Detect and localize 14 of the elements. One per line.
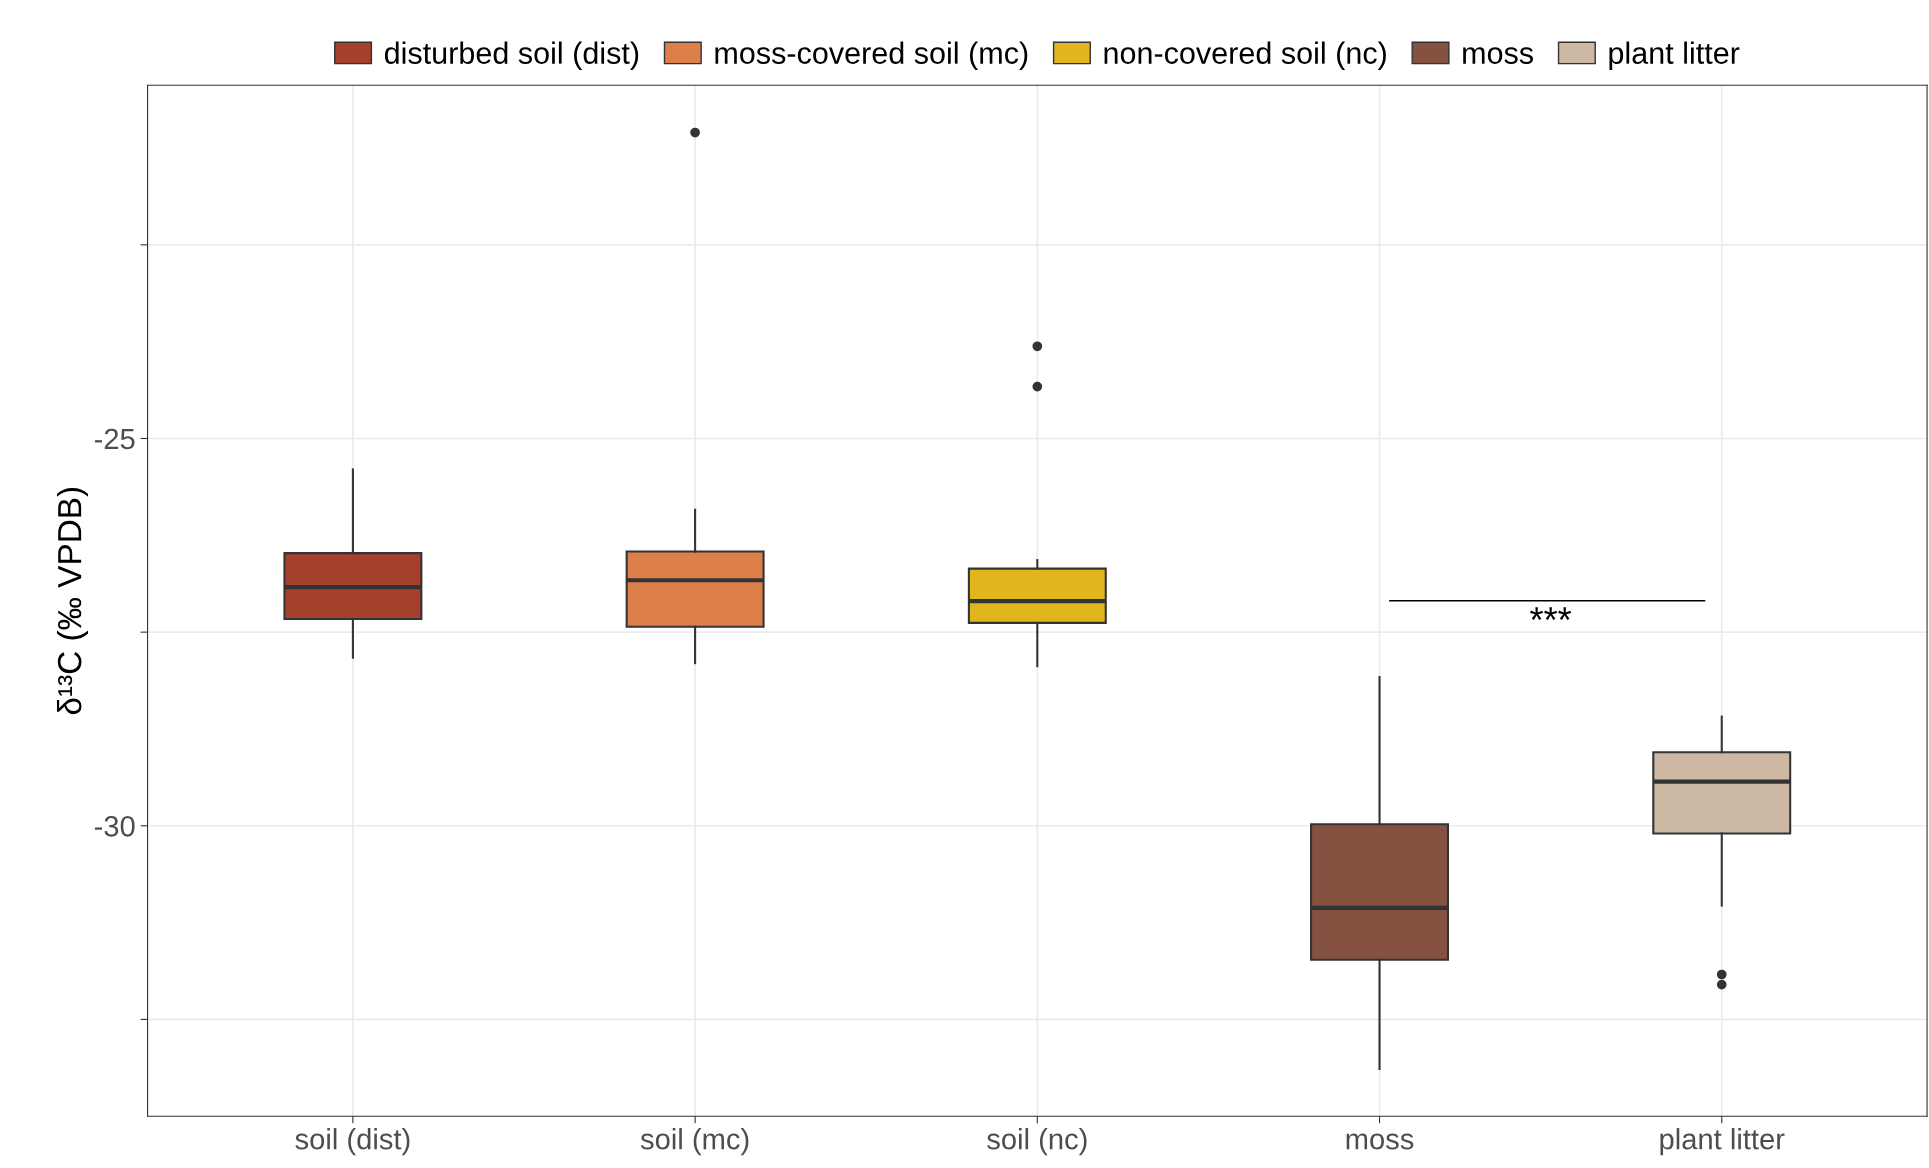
x-tick-label: soil (mc) [640,1128,749,1156]
legend-label: plant litter [1609,41,1740,70]
y-tick-label: -25 [94,428,135,450]
legend-label: disturbed soil (dist) [384,41,639,70]
x-tick-label: moss [1346,1133,1414,1150]
annotation: *** [1530,607,1572,620]
legend-label: moss [1463,47,1533,64]
legend-label: moss-covered soil (mc) [715,41,1028,70]
x-tick-label: plant litter [1660,1128,1785,1156]
x-tick-label: soil (dist) [295,1128,410,1156]
y-axis-title: δ¹³C (‰ VPDB) [56,488,89,715]
legend-label: non-covered soil (nc) [1104,41,1386,70]
y-tick-label: -30 [94,815,135,837]
x-tick-label: soil (nc) [987,1128,1087,1156]
